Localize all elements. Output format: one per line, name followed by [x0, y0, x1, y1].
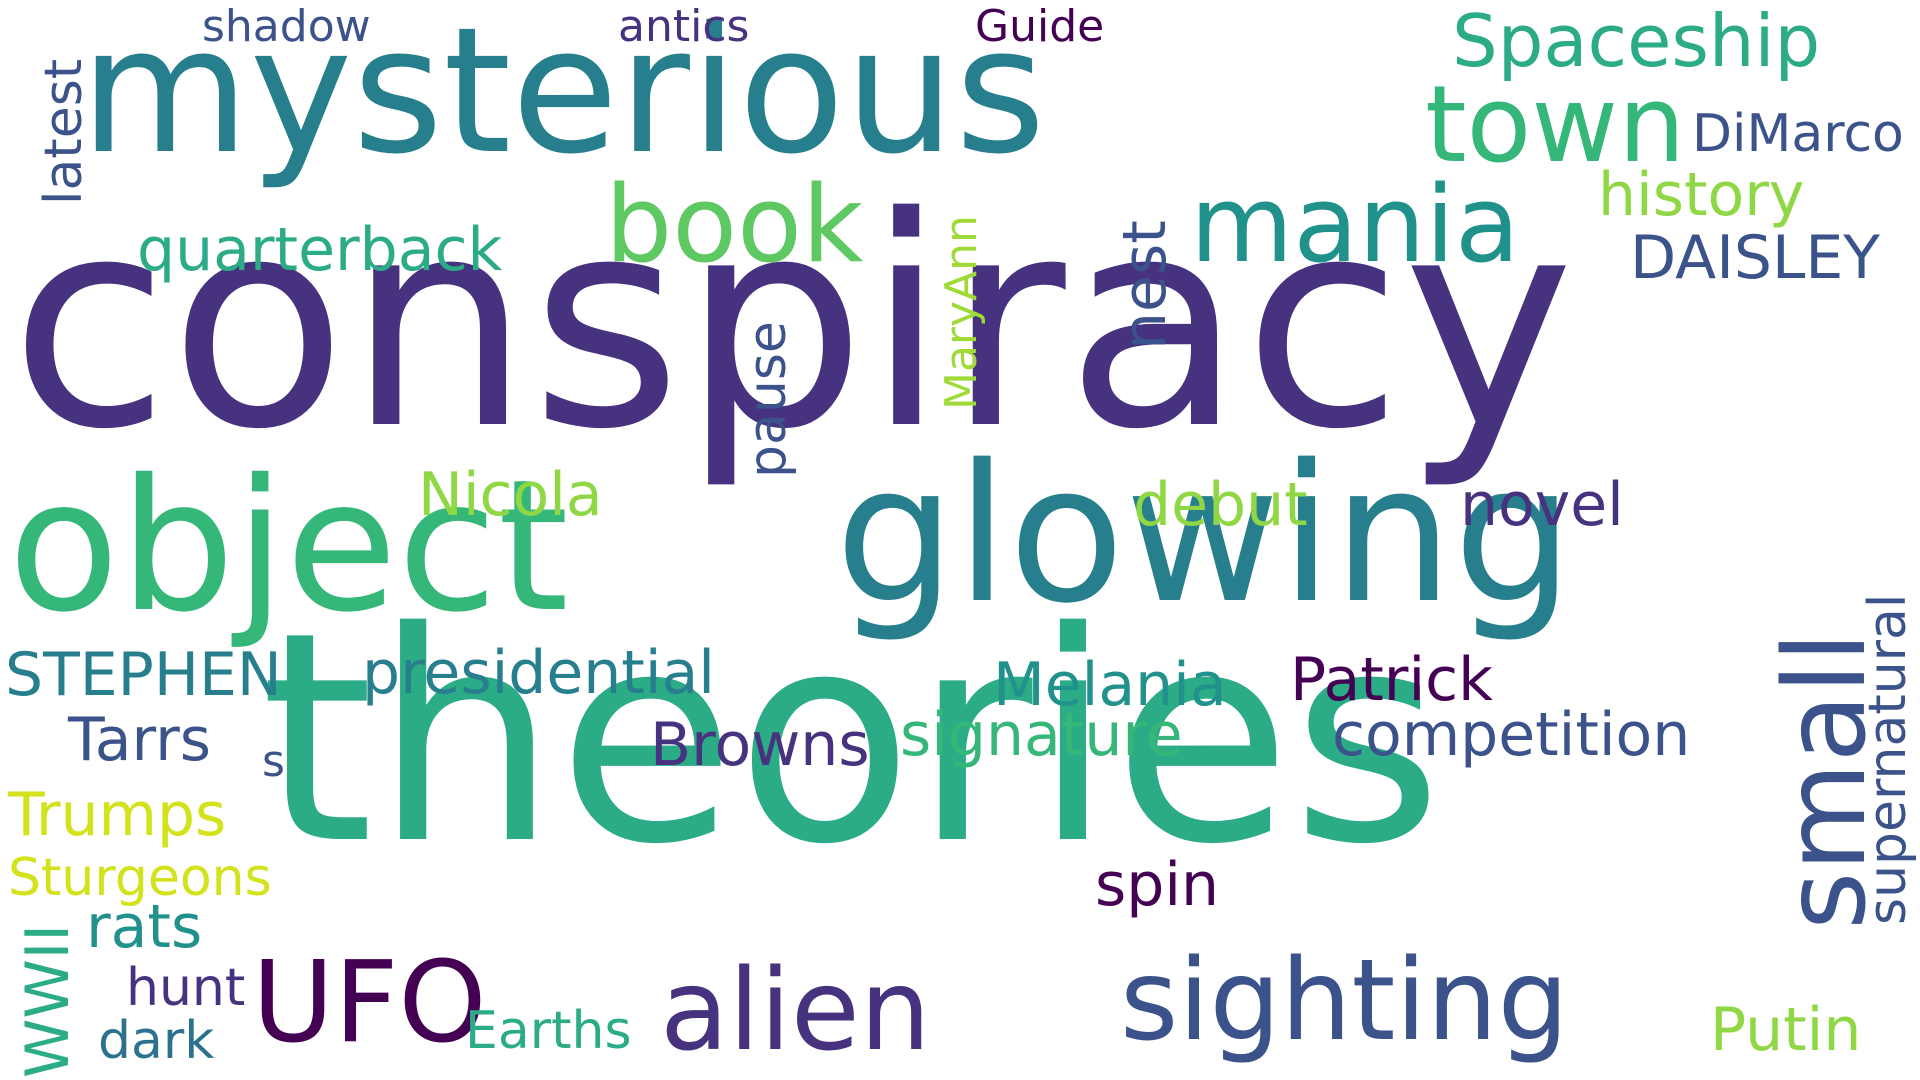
word-spin: spin	[1095, 850, 1220, 920]
word-Sturgeons: Sturgeons	[8, 848, 272, 908]
word-Earths: Earths	[465, 1001, 632, 1061]
word-book: book	[605, 163, 864, 286]
word-WWII: WWII	[13, 923, 83, 1078]
word-signature: signature	[900, 700, 1183, 770]
word-object: object	[8, 440, 569, 652]
word-competition: competition	[1332, 700, 1691, 770]
word-quarterback: quarterback	[137, 215, 503, 285]
word-Browns: Browns	[650, 710, 870, 780]
word-STEPHEN: STEPHEN	[5, 640, 282, 710]
word-theories: theories	[260, 571, 1443, 908]
word-DAISLEY: DAISLEY	[1630, 223, 1880, 293]
word-Patrick: Patrick	[1290, 645, 1493, 715]
word-debut: debut	[1133, 470, 1308, 540]
word-Spaceship: Spaceship	[1452, 0, 1821, 83]
word-glowing: glowing	[835, 424, 1574, 645]
word-MaryAnn: MaryAnn	[936, 215, 987, 410]
word-dark: dark	[98, 1011, 215, 1071]
word-mania: mania	[1190, 163, 1520, 286]
word-antics: antics	[618, 1, 750, 52]
word-rats: rats	[86, 892, 203, 962]
word-Tarrs: Tarrs	[68, 705, 212, 775]
word-town: town	[1425, 63, 1686, 186]
word-hunt: hunt	[126, 958, 246, 1018]
word-sighting: sighting	[1120, 936, 1569, 1066]
word-presidential: presidential	[362, 638, 715, 708]
word-Nicola: Nicola	[418, 460, 603, 530]
word-Melania: Melania	[993, 650, 1227, 720]
word-nest: nest	[1110, 220, 1180, 350]
word-latest: latest	[34, 58, 94, 205]
word-Guide: Guide	[975, 1, 1105, 52]
word-UFO: UFO	[252, 938, 487, 1068]
word-history: history	[1598, 160, 1805, 230]
word-Putin: Putin	[1710, 995, 1862, 1065]
word-Trumps: Trumps	[8, 780, 227, 850]
word-supernatural: supernatural	[1858, 593, 1918, 925]
word-mysterious: mysterious	[80, 0, 1046, 193]
word-pause: pause	[738, 321, 798, 478]
word-s: s	[262, 736, 285, 787]
word-conspiracy: conspiracy	[10, 156, 1575, 493]
word-alien: alien	[660, 946, 931, 1076]
word-shadow: shadow	[202, 1, 371, 52]
word-novel: novel	[1460, 470, 1624, 540]
word-DiMarco: DiMarco	[1692, 104, 1904, 164]
